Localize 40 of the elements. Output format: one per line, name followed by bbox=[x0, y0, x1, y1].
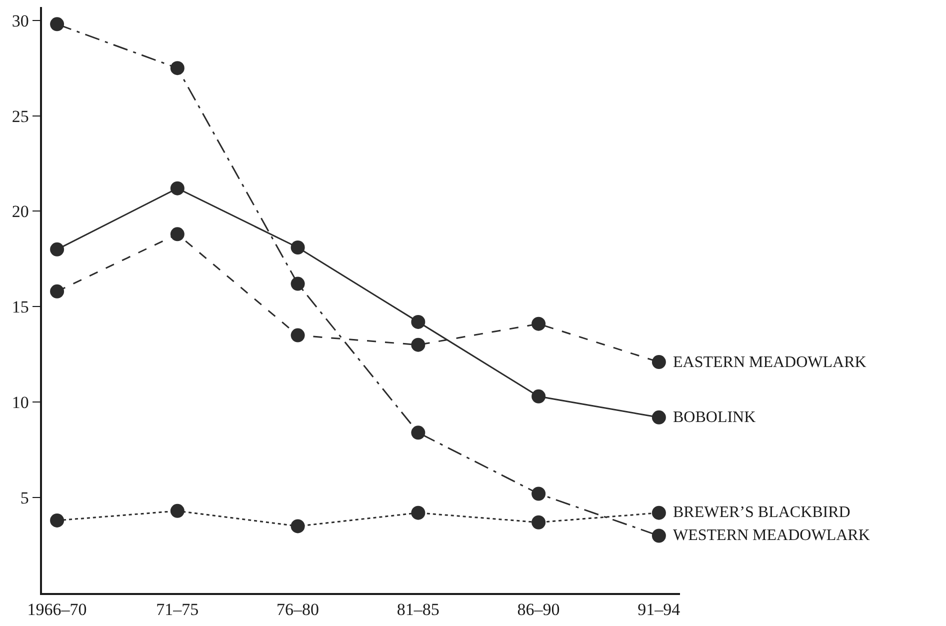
x-tick-label: 76–80 bbox=[276, 600, 320, 620]
y-tick-label: 5 bbox=[20, 488, 29, 508]
point bbox=[532, 389, 546, 404]
point bbox=[50, 284, 64, 298]
point bbox=[50, 242, 64, 256]
point bbox=[652, 506, 666, 520]
point bbox=[652, 528, 666, 543]
point bbox=[170, 504, 184, 518]
point bbox=[290, 276, 305, 291]
x-tick-label: 81–85 bbox=[396, 600, 440, 620]
series-label: BREWER’S BLACKBIRD bbox=[673, 504, 850, 521]
point bbox=[290, 240, 305, 255]
x-tick-label: 86–90 bbox=[517, 600, 560, 620]
x-tick-label: 1966–70 bbox=[27, 600, 87, 620]
point bbox=[532, 316, 546, 331]
x-tick-label: 71–75 bbox=[156, 600, 199, 620]
point bbox=[50, 513, 64, 528]
series-label: BOBOLINK bbox=[673, 409, 756, 426]
point bbox=[652, 355, 666, 370]
point bbox=[411, 314, 426, 329]
point bbox=[170, 181, 184, 196]
point bbox=[411, 506, 426, 520]
y-tick-label: 30 bbox=[12, 11, 29, 30]
series-label: EASTERN MEADOWLARK bbox=[673, 354, 867, 371]
y-tick-label: 15 bbox=[12, 298, 29, 317]
point bbox=[170, 61, 184, 76]
y-tick-label: 10 bbox=[12, 393, 29, 412]
y-tick-label: 20 bbox=[12, 202, 29, 222]
point bbox=[170, 227, 184, 242]
point bbox=[532, 486, 546, 501]
series-label: WESTERN MEADOWLARK bbox=[673, 527, 870, 544]
point bbox=[652, 410, 666, 424]
point bbox=[290, 519, 305, 534]
y-tick-label: 25 bbox=[12, 106, 29, 126]
point bbox=[411, 338, 426, 352]
point bbox=[290, 328, 305, 342]
x-tick-label: 91–94 bbox=[638, 600, 681, 620]
point bbox=[50, 17, 64, 32]
point bbox=[532, 515, 546, 530]
point bbox=[411, 426, 426, 440]
